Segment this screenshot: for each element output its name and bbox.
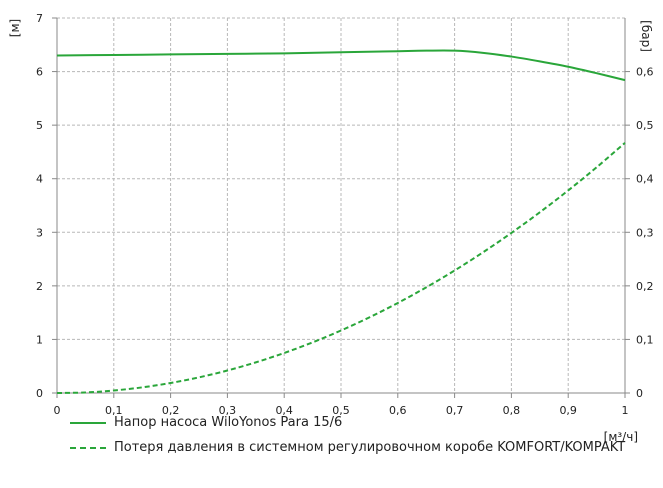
legend-swatch-dashed	[70, 447, 106, 449]
y-tick-label-right: 0,3	[636, 226, 654, 239]
series-line-pump-head	[56, 49, 626, 82]
x-tick-label: 0	[54, 404, 61, 417]
x-tick-label: 0,2	[162, 404, 180, 417]
grid-lines	[57, 17, 625, 393]
y-axis-label-left: [м]	[8, 19, 22, 37]
x-tick-label: 0,1	[105, 404, 123, 417]
y-tick-label-left: 5	[36, 119, 43, 132]
y-tick-label-left: 1	[36, 333, 43, 346]
x-axis-label: [м³/ч]	[604, 430, 638, 444]
y-tick-label-left: 6	[36, 66, 43, 79]
x-tick-label: 0,6	[389, 404, 407, 417]
legend-item-pump-head: Напор насоса WiloYonos Para 15/6	[70, 412, 625, 434]
y-tick-label-left: 2	[36, 280, 43, 293]
series-lines	[56, 49, 626, 394]
y-tick-label-right: 0,4	[636, 173, 654, 186]
x-tick-label: 0,9	[559, 404, 577, 417]
axes	[52, 17, 630, 398]
x-tick-label: 1	[622, 404, 629, 417]
legend-swatch-solid	[70, 422, 106, 424]
y-tick-label-right: 0,6	[636, 66, 654, 79]
x-tick-label: 0,7	[446, 404, 464, 417]
x-tick-label: 0,8	[503, 404, 521, 417]
legend-label-pressure-loss: Потеря давления в системном регулировочн…	[114, 440, 626, 455]
series-line-pressure-loss	[56, 142, 626, 394]
y-tick-label-left: 0	[36, 387, 43, 400]
y-tick-label-left: 4	[36, 173, 43, 186]
y-tick-label-left: 7	[36, 12, 43, 25]
y-axis-label-right: [бар]	[639, 20, 653, 52]
y-tick-label-right: 0,2	[636, 280, 654, 293]
y-tick-label-right: 0	[636, 387, 643, 400]
y-tick-label-right: 0,1	[636, 333, 654, 346]
x-tick-label: 0,4	[275, 404, 293, 417]
legend-item-pressure-loss: Потеря давления в системном регулировочн…	[70, 437, 625, 459]
legend-label-pump-head: Напор насоса WiloYonos Para 15/6	[114, 415, 343, 430]
y-tick-label-left: 3	[36, 226, 43, 239]
x-tick-label: 0,5	[332, 404, 350, 417]
y-tick-label-right: 0,5	[636, 119, 654, 132]
x-tick-label: 0,3	[219, 404, 237, 417]
legend: Напор насоса WiloYonos Para 15/6 Потеря …	[70, 412, 625, 462]
